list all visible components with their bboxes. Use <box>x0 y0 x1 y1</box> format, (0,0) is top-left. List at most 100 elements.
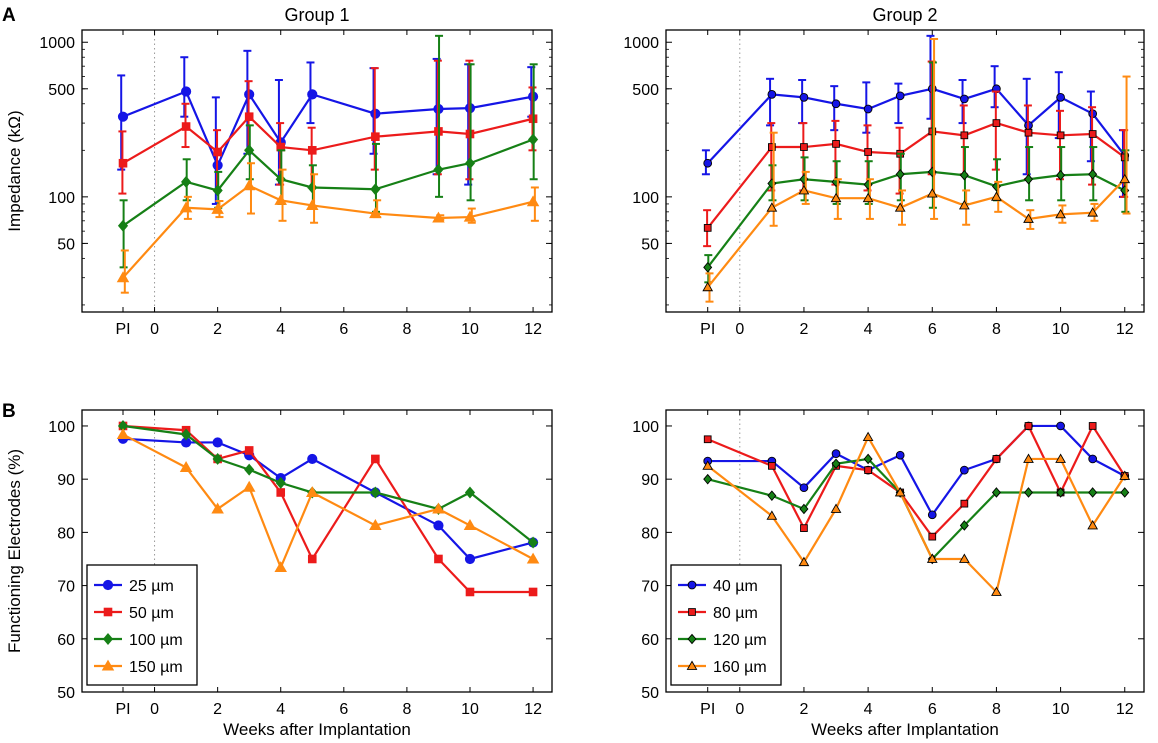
x-tick-label: 12 <box>1116 701 1134 718</box>
x-tick-label: 2 <box>213 321 222 338</box>
data-point <box>371 454 380 464</box>
data-point <box>894 486 906 497</box>
y-tick-label: 1000 <box>39 35 75 52</box>
data-point <box>703 435 712 444</box>
panel-b-group-1: PI 0 2 4 6 8 10 12 50 60 70 80 90 100 Functioning Elec… <box>5 409 553 739</box>
data-point <box>960 499 969 508</box>
data-point <box>433 163 444 176</box>
data-point <box>211 202 224 214</box>
data-point <box>1088 422 1097 430</box>
x-tick-label: PI <box>700 321 715 338</box>
data-point <box>831 99 841 109</box>
legend-label: 50 µm <box>129 605 174 622</box>
data-point <box>766 202 778 212</box>
y-tick-label: 50 <box>57 685 75 702</box>
series-s150 <box>116 162 540 294</box>
data-point <box>960 131 969 140</box>
data-point <box>244 112 254 121</box>
legend-marker <box>103 607 113 617</box>
panel-label-b: B <box>2 401 16 422</box>
data-point <box>370 183 381 196</box>
x-tick-label: 4 <box>864 701 873 718</box>
series-s50 <box>118 59 538 195</box>
x-tick-label: 10 <box>1052 701 1070 718</box>
data-point <box>831 458 841 470</box>
data-point <box>766 510 778 520</box>
y-tick-label: 1000 <box>623 35 659 52</box>
data-point <box>432 502 445 514</box>
series-line <box>122 437 534 561</box>
data-point <box>464 157 476 170</box>
x-tick-label: 2 <box>213 701 222 718</box>
data-point <box>1056 487 1066 498</box>
data-point <box>526 552 540 564</box>
series-line <box>706 178 1126 288</box>
y-tick-label: 100 <box>632 419 659 436</box>
data-point <box>1024 422 1033 430</box>
series-s160 <box>702 37 1131 303</box>
panel-a-group-1: Group 1 PI 0 2 4 6 8 10 12 50 100 500 1000 Impedance … <box>5 5 553 338</box>
series-s50 <box>118 421 538 597</box>
x-tick-label: PI <box>115 701 130 718</box>
data-point <box>799 483 809 493</box>
data-point <box>275 173 286 186</box>
data-point <box>862 192 874 203</box>
x-tick-label: 6 <box>928 321 937 338</box>
data-point <box>702 281 714 292</box>
data-point <box>863 453 873 465</box>
data-point <box>703 473 713 485</box>
data-point <box>991 191 1002 201</box>
data-point <box>864 466 872 474</box>
legend-marker <box>688 608 696 616</box>
series-s25 <box>117 49 539 205</box>
legend-label: 150 µm <box>129 659 183 676</box>
data-point <box>864 148 872 156</box>
data-point <box>1055 453 1066 463</box>
data-point <box>1056 421 1065 431</box>
series-s25 <box>117 433 539 565</box>
y-tick-label: 100 <box>632 190 659 207</box>
data-point <box>1119 173 1131 184</box>
x-tick-label: 10 <box>461 701 479 718</box>
data-point <box>274 561 287 573</box>
x-tick-label: 6 <box>339 321 348 338</box>
data-point <box>702 460 714 470</box>
y-axis-title: Functioning Electrodes (%) <box>5 449 24 653</box>
legend-marker <box>687 633 697 645</box>
data-point <box>895 168 905 180</box>
data-point <box>927 510 937 520</box>
data-point <box>1120 487 1130 498</box>
data-point <box>992 119 1001 127</box>
chart-title: Group 2 <box>872 5 937 25</box>
data-point <box>211 502 224 514</box>
plot-frame <box>665 409 1145 693</box>
data-point <box>894 202 906 212</box>
legend-marker <box>101 659 115 671</box>
data-point <box>862 431 874 442</box>
plot-frame <box>81 29 553 313</box>
data-point <box>527 133 539 146</box>
data-point <box>212 184 223 197</box>
x-tick-label: 2 <box>799 321 808 338</box>
data-point <box>991 586 1002 596</box>
data-point <box>926 188 938 198</box>
data-point <box>181 122 191 131</box>
plot-frame <box>665 29 1145 313</box>
y-tick-label: 500 <box>632 82 659 99</box>
data-point <box>1023 213 1034 223</box>
data-point <box>179 461 193 473</box>
data-point <box>991 487 1001 498</box>
data-point <box>799 503 809 515</box>
data-point <box>370 486 381 499</box>
data-point <box>895 450 905 460</box>
data-point <box>369 207 382 219</box>
x-tick-label: PI <box>115 321 130 338</box>
data-point <box>800 524 808 532</box>
data-point <box>958 199 970 210</box>
data-point <box>992 455 1001 463</box>
data-point <box>830 192 842 203</box>
data-point <box>371 132 380 141</box>
series-line <box>707 423 1126 539</box>
data-point <box>1056 93 1065 102</box>
data-point <box>1088 487 1098 498</box>
